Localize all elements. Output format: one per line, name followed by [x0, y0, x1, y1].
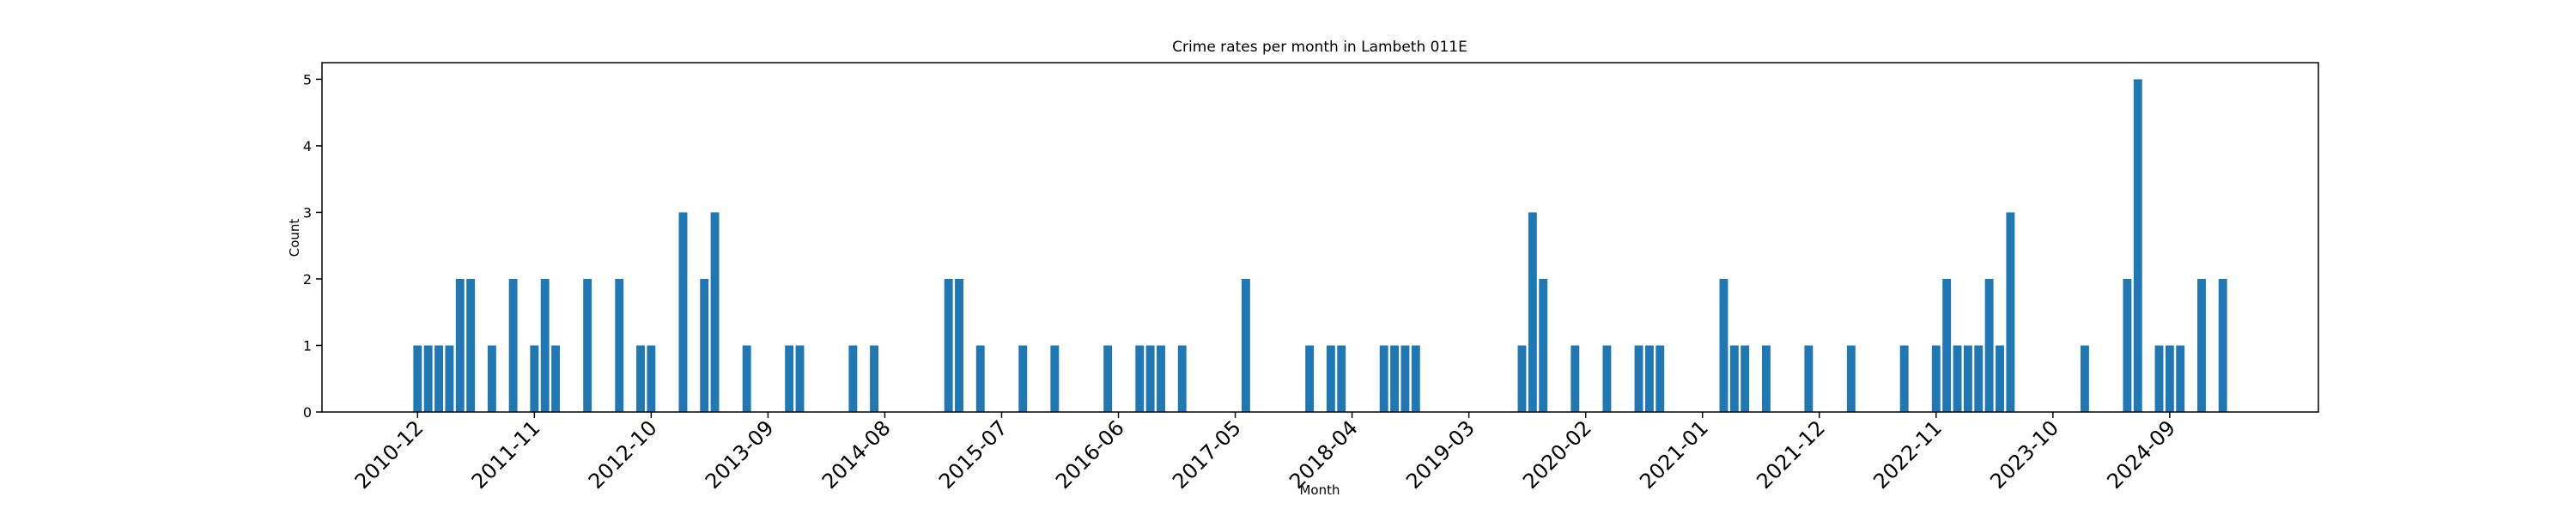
bar	[1018, 345, 1028, 412]
y-tick-label: 1	[303, 337, 312, 354]
bar	[647, 345, 656, 412]
plot-frame	[321, 62, 2319, 413]
x-tick-label: 2020-02	[1518, 415, 1596, 494]
bar	[848, 345, 858, 412]
bar	[1326, 345, 1335, 412]
bar	[2218, 278, 2227, 412]
bar	[423, 345, 433, 412]
bar	[1411, 345, 1420, 412]
bar	[944, 278, 953, 412]
x-tick-label: 2024-09	[2102, 415, 2180, 494]
bar	[615, 278, 624, 412]
x-tick-label: 2016-06	[1051, 415, 1129, 494]
bar	[1539, 278, 1548, 412]
bar	[1996, 345, 2004, 412]
bar	[1241, 278, 1250, 412]
bar	[2133, 79, 2142, 412]
bar	[445, 345, 454, 412]
bar	[1528, 212, 1537, 412]
bar	[1517, 345, 1527, 412]
bar	[710, 212, 720, 412]
bar	[455, 278, 465, 412]
bar	[1963, 345, 1972, 412]
y-tick-label: 3	[303, 204, 312, 221]
bar	[1571, 345, 1580, 412]
bar	[975, 345, 985, 412]
bar	[2165, 345, 2174, 412]
x-tick-label: 2021-01	[1635, 415, 1713, 494]
bar	[1050, 345, 1060, 412]
bar	[1656, 345, 1665, 412]
y-tick-label: 0	[303, 404, 312, 421]
x-tick-label: 2019-03	[1401, 415, 1479, 494]
bar	[2080, 345, 2089, 412]
x-tick-label: 2013-09	[701, 415, 779, 494]
bar	[434, 345, 443, 412]
x-tick-label: 2021-12	[1752, 415, 1830, 494]
bar	[795, 345, 805, 412]
bar	[413, 345, 422, 412]
bar	[1177, 345, 1187, 412]
x-axis-label: Month	[1299, 482, 1340, 498]
bar	[955, 278, 963, 412]
y-tick-label: 4	[303, 138, 312, 154]
x-tick-label: 2012-10	[584, 415, 662, 494]
bar	[1135, 345, 1145, 412]
bar	[678, 212, 688, 412]
bar	[1305, 345, 1315, 412]
bar	[1761, 345, 1771, 412]
bar	[1634, 345, 1643, 412]
x-tick-label: 2014-08	[817, 415, 896, 494]
bar	[700, 278, 709, 412]
bar	[1400, 345, 1410, 412]
bar	[2176, 345, 2185, 412]
bar	[870, 345, 879, 412]
x-tick-label: 2023-10	[1985, 415, 2063, 494]
bar	[1103, 345, 1113, 412]
bar	[1157, 345, 1165, 412]
bar	[487, 345, 496, 412]
bar	[1644, 345, 1654, 412]
bar	[2006, 212, 2015, 412]
bar	[1729, 345, 1739, 412]
bar	[1953, 345, 1962, 412]
bar	[540, 278, 550, 412]
bar	[1741, 345, 1750, 412]
bar	[1846, 345, 1856, 412]
bar	[583, 278, 592, 412]
bar	[1942, 278, 1952, 412]
bar	[466, 278, 476, 412]
bar	[636, 345, 645, 412]
x-tick-label: 2010-12	[350, 415, 428, 494]
bar	[1719, 278, 1728, 412]
y-tick-label: 5	[303, 71, 312, 88]
chart-title: Crime rates per month in Lambeth 011E	[1172, 39, 1467, 56]
x-tick-label: 2015-07	[934, 415, 1012, 494]
y-axis-label: Count	[287, 219, 302, 258]
bar	[2123, 278, 2132, 412]
x-tick-label: 2022-11	[1868, 415, 1947, 494]
bar	[1145, 345, 1155, 412]
bar	[1602, 345, 1612, 412]
bar	[508, 278, 518, 412]
bar	[1984, 278, 1994, 412]
x-tick-label: 2011-11	[467, 415, 545, 494]
bar	[2154, 345, 2164, 412]
bar	[551, 345, 561, 412]
x-tick-label: 2017-05	[1168, 415, 1246, 494]
bar	[742, 345, 751, 412]
bar	[785, 345, 794, 412]
bar	[1379, 345, 1388, 412]
bar	[1390, 345, 1400, 412]
y-tick-label: 2	[303, 271, 312, 288]
bar	[2197, 278, 2206, 412]
bar	[1337, 345, 1346, 412]
bar	[1931, 345, 1941, 412]
bar	[530, 345, 539, 412]
bar	[1974, 345, 1984, 412]
bar	[1899, 345, 1909, 412]
bar	[1804, 345, 1814, 412]
